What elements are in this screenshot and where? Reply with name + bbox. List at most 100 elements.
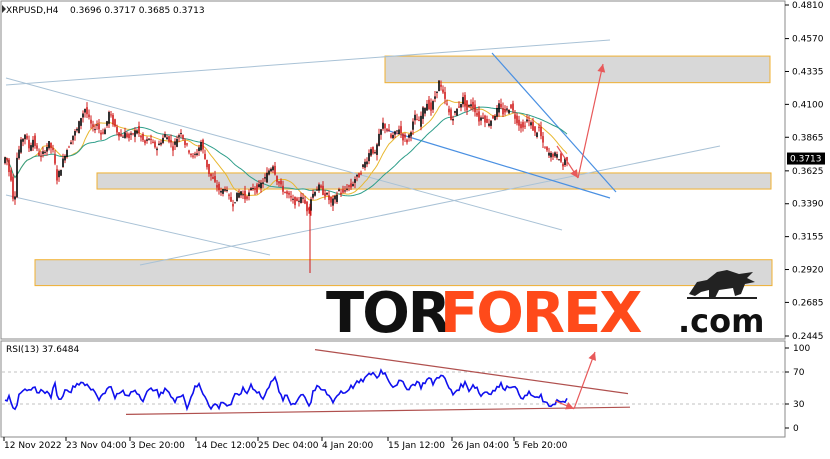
price-tick-label: 0.4810: [792, 1, 824, 11]
candle-body: [386, 129, 388, 131]
time-tick-label: 25 Dec 04:00: [258, 441, 319, 451]
candle-body: [210, 173, 212, 177]
candle-body: [16, 157, 18, 198]
rsi-support-line: [125, 406, 631, 415]
candle-body: [82, 113, 84, 118]
candle-body: [290, 196, 292, 198]
candle-body: [294, 196, 296, 206]
candle-body: [426, 103, 428, 111]
candle-body: [120, 134, 122, 137]
candle-body: [270, 168, 272, 172]
candle-body: [452, 119, 454, 121]
time-tick-label: 12 Nov 2022: [4, 441, 62, 451]
candle-body: [456, 108, 458, 116]
candle-body: [68, 146, 70, 148]
channel-lower-line: [139, 145, 721, 266]
candle-body: [136, 130, 138, 134]
candle-body: [100, 132, 102, 135]
candle-body: [356, 174, 358, 177]
candle-body: [514, 114, 516, 119]
candle-body: [138, 126, 140, 134]
candle-body: [442, 89, 444, 93]
candle-body: [476, 113, 478, 116]
candle-body: [60, 169, 62, 176]
candle-body: [358, 173, 360, 178]
candle-body: [546, 146, 548, 151]
candle-body: [72, 135, 74, 141]
candle-body: [324, 193, 326, 197]
candle-body: [70, 142, 72, 144]
rsi-pane-frame: [0, 340, 786, 438]
candle-body: [240, 191, 242, 196]
candle-body: [330, 197, 332, 203]
candle-body: [146, 139, 148, 141]
chart-title: XRPUSD,H4: [6, 6, 59, 16]
time-tick-label: 5 Feb 20:00: [514, 441, 568, 451]
candle-body: [254, 187, 256, 190]
candle-body: [458, 106, 460, 108]
candle-body: [218, 183, 220, 191]
candle-body: [460, 103, 462, 108]
candle-body: [408, 134, 410, 138]
candle-body: [526, 119, 528, 122]
price-tick-label: 0.2920: [792, 266, 824, 276]
candle-body: [108, 111, 110, 124]
price-tick-label: 0.3155: [792, 233, 824, 243]
time-tick-label: 3 Dec 20:00: [130, 441, 185, 451]
candle-body: [562, 163, 564, 167]
price-tick-label: 0.2445: [792, 332, 824, 342]
candle-body: [544, 147, 546, 149]
candle-body: [32, 139, 34, 148]
candle-body: [178, 135, 180, 137]
candle-body: [202, 139, 204, 150]
svg-text:0.3713: 0.3713: [790, 155, 822, 165]
candle-body: [14, 196, 16, 200]
candle-body: [430, 102, 432, 111]
candle-body: [58, 170, 60, 178]
candle-body: [26, 135, 28, 139]
candle-body: [354, 179, 356, 183]
candle-body: [98, 123, 100, 130]
rsi-title: RSI(13) 37.6484: [6, 345, 79, 355]
candle-body: [536, 132, 538, 137]
candle-body: [10, 170, 12, 181]
candle-body: [34, 135, 36, 146]
candle-body: [400, 126, 402, 134]
candle-body: [162, 137, 164, 143]
rsi-resistance-line: [314, 349, 629, 395]
candle-body: [492, 115, 494, 119]
price-axis: 0.4810 0.4570 0.4335 0.4100 0.3865 0.3625 0.33…: [785, 1, 824, 342]
candle-body: [348, 185, 350, 187]
candle-body: [432, 101, 434, 110]
candle-body: [366, 161, 368, 165]
candle-body: [530, 122, 532, 126]
price-tick-label: 0.3865: [792, 133, 824, 143]
candle-body: [76, 128, 78, 131]
candle-body: [316, 189, 318, 191]
rsi-tick-label: 100: [793, 344, 810, 354]
candle-body: [478, 111, 480, 122]
price-zone: [96, 172, 772, 190]
candle-body: [252, 188, 254, 190]
candle-body: [184, 140, 186, 145]
candle-body: [48, 141, 50, 149]
candle-body: [86, 107, 88, 115]
candle-body: [470, 104, 472, 107]
candle-body: [310, 199, 312, 211]
torforex-watermark: TOR FOREX .com: [326, 270, 764, 346]
candle-body: [132, 133, 134, 135]
candle-body: [504, 109, 506, 113]
candle-body: [226, 189, 228, 192]
candle-body: [12, 176, 14, 199]
candle-body: [274, 165, 276, 175]
candle-body: [118, 132, 120, 137]
candle-body: [436, 91, 438, 94]
price-tick-label: 0.3625: [792, 167, 824, 177]
candle-body: [320, 185, 322, 188]
candle-body: [520, 124, 522, 129]
candle-body: [558, 159, 560, 161]
candle-body: [140, 135, 142, 138]
candle-body: [450, 109, 452, 120]
